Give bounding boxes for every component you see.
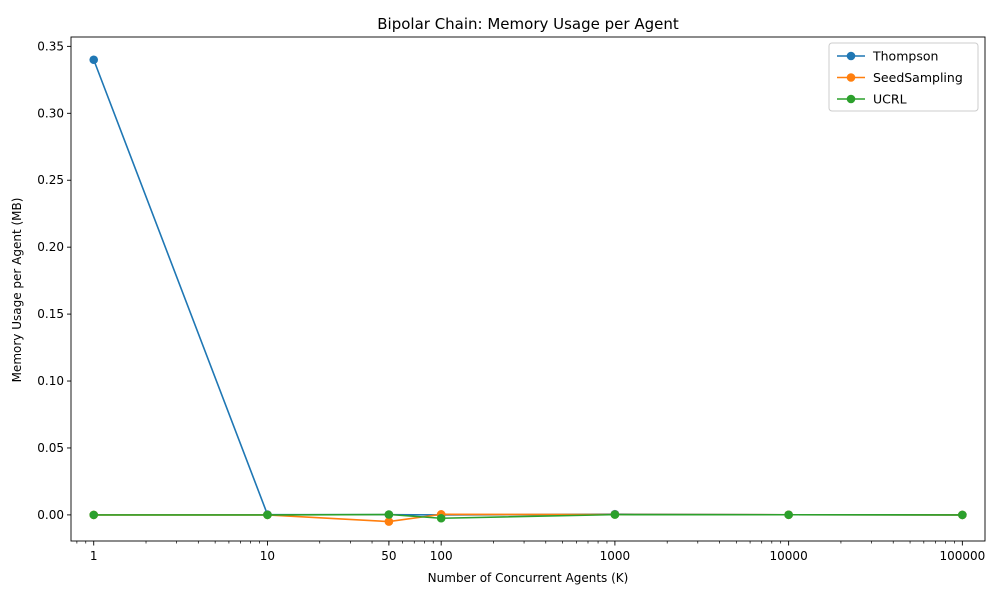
legend-label: SeedSampling	[873, 70, 963, 85]
data-point-ucrl	[958, 510, 967, 520]
x-tick-label: 100	[430, 549, 453, 563]
data-point-thompson	[89, 55, 99, 65]
x-tick-label: 1	[90, 549, 98, 563]
plot-frame	[70, 36, 986, 542]
x-tick-label: 10	[260, 549, 275, 563]
y-axis-label: Memory Usage per Agent (MB)	[10, 198, 24, 383]
x-axis-label: Number of Concurrent Agents (K)	[428, 571, 629, 585]
y-tick-label: 0.10	[37, 374, 64, 388]
y-tick-label: 0.05	[37, 441, 64, 455]
plot-area: 0.00 0.05 0.10 0.15 0.20 0.25 0.30 0.35 1 10 50 100…	[37, 36, 986, 563]
data-point-ucrl	[89, 510, 99, 520]
legend: Thompson SeedSampling UCRL	[828, 42, 979, 112]
y-tick-label: 0.20	[37, 240, 64, 254]
data-point-ucrl	[384, 510, 394, 519]
legend-marker	[846, 94, 856, 104]
y-tick-label: 0.15	[37, 307, 64, 321]
y-tick-label: 0.30	[37, 106, 64, 120]
legend-label: Thompson	[872, 49, 938, 64]
x-tick-label: 1000	[600, 549, 631, 563]
x-tick-label: 100000	[939, 549, 985, 563]
legend-box	[828, 42, 979, 112]
data-point-ucrl	[436, 513, 446, 523]
x-tick-label: 50	[381, 549, 396, 563]
chart-title: Bipolar Chain: Memory Usage per Agent	[377, 15, 679, 33]
x-tick-label: 10000	[770, 549, 808, 563]
y-tick-label: 0.00	[37, 508, 64, 522]
legend-marker	[846, 73, 856, 82]
y-tick-label: 0.25	[37, 173, 64, 187]
legend-marker	[846, 51, 856, 61]
data-point-ucrl	[263, 510, 272, 520]
legend-label: UCRL	[873, 92, 907, 107]
data-point-seedsampling	[384, 517, 394, 526]
data-point-ucrl	[784, 510, 793, 520]
data-point-ucrl	[610, 510, 620, 519]
y-tick-label: 0.35	[37, 39, 64, 53]
